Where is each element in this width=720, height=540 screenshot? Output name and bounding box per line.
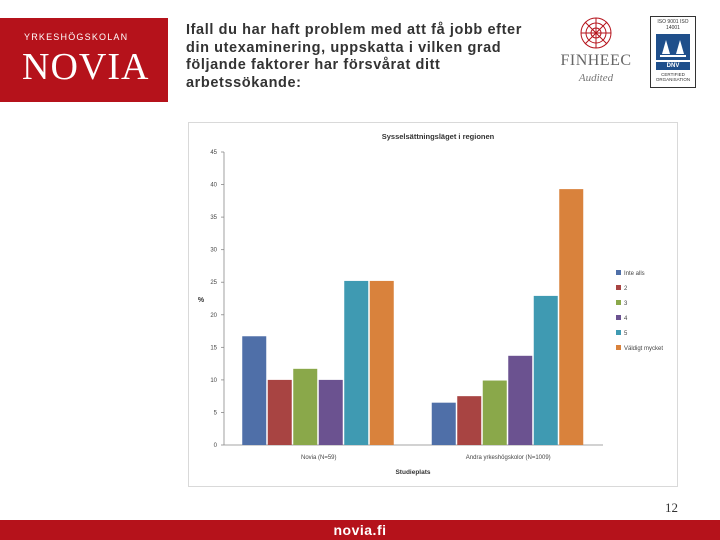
y-tick-label: 20 — [210, 313, 217, 319]
logo-small-text: YRKESHÖGSKOLAN — [24, 32, 129, 42]
chart-title: Sysselsättningsläget i regionen — [382, 132, 495, 141]
bar — [508, 355, 533, 445]
dnv-bottom-text: CERTIFIED ORGANISATION — [655, 72, 691, 82]
legend-label: 2 — [624, 286, 628, 292]
y-tick-label: 25 — [210, 280, 217, 286]
x-axis-label: Studieplats — [395, 469, 430, 476]
legend-label: 3 — [624, 301, 628, 307]
bar-chart: Sysselsättningsläget i regionen % Studie… — [188, 122, 678, 487]
bar — [559, 189, 584, 445]
bar — [318, 379, 343, 445]
bar — [533, 295, 558, 445]
footer-bar: novia.fi — [0, 520, 720, 540]
slide-headline: Ifall du har haft problem med att få job… — [186, 22, 522, 91]
bar — [457, 396, 482, 445]
dnv-label: DNV — [656, 62, 690, 70]
legend-swatch — [616, 300, 621, 305]
y-axis-label: % — [198, 297, 205, 304]
bar — [431, 402, 456, 445]
legend-label: Väldigt mycket — [624, 346, 663, 352]
legend-swatch — [616, 285, 621, 290]
page-number: 12 — [665, 500, 678, 515]
legend-swatch — [616, 315, 621, 320]
finheec-sub: Audited — [578, 72, 614, 84]
dnv-emblem-icon — [656, 34, 690, 60]
legend-label: Inte alls — [624, 271, 645, 277]
legend-swatch — [616, 345, 621, 350]
novia-logo: YRKESHÖGSKOLAN NOVIA — [0, 18, 168, 102]
y-tick-label: 10 — [210, 378, 217, 384]
bar — [267, 379, 292, 445]
x-tick-label: Novia (N=59) — [301, 455, 337, 461]
finheec-name: FINHEEC — [560, 52, 632, 69]
chart-container: Sysselsättningsläget i regionen % Studie… — [188, 122, 678, 487]
legend-swatch — [616, 270, 621, 275]
footer-link[interactable]: novia.fi — [333, 522, 387, 538]
legend-label: 4 — [624, 316, 628, 322]
x-tick-label: Andra yrkeshögskolor (N=1009) — [466, 455, 551, 461]
bar — [242, 336, 267, 445]
bar — [369, 280, 394, 445]
legend-swatch — [616, 330, 621, 335]
dnv-top-text: ISO 9001 ISO 14001 — [657, 19, 689, 31]
finheec-emblem-icon — [580, 17, 612, 49]
y-tick-label: 0 — [214, 443, 218, 449]
y-tick-label: 30 — [210, 248, 217, 254]
y-tick-label: 15 — [210, 345, 217, 351]
finheec-logo: FINHEEC Audited — [555, 14, 637, 94]
bar — [293, 368, 318, 445]
y-tick-label: 35 — [210, 215, 217, 221]
legend-label: 5 — [624, 331, 628, 337]
logo-big-text: NOVIA — [22, 46, 150, 88]
y-tick-label: 40 — [210, 183, 217, 189]
y-tick-label: 5 — [214, 410, 218, 416]
bar — [344, 280, 369, 445]
dnv-certification-logo: ISO 9001 ISO 14001 DNV CERTIFIED ORGANIS… — [650, 16, 696, 88]
y-tick-label: 45 — [210, 150, 217, 156]
bar — [482, 380, 507, 445]
